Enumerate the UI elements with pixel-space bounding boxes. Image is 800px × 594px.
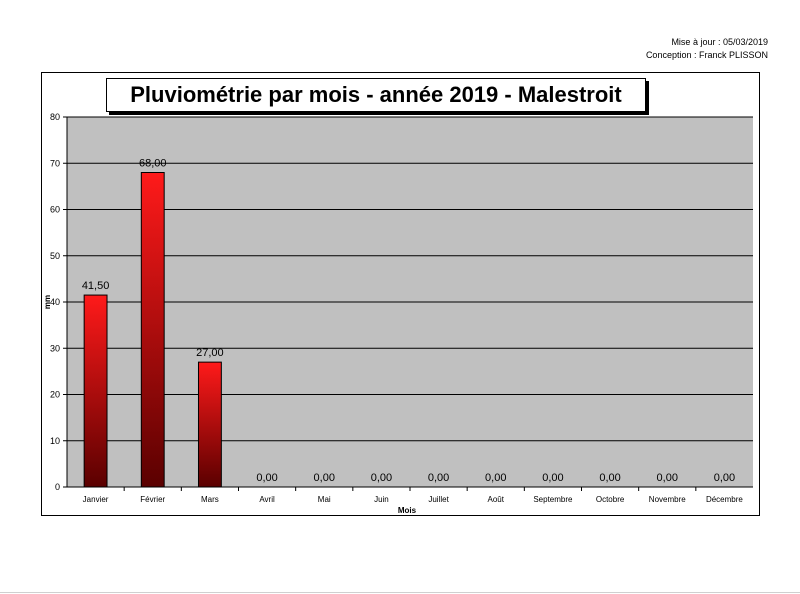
chart-title-text: Pluviométrie par mois - année 2019 - Mal…	[130, 82, 622, 107]
y-tick-label: 20	[50, 390, 60, 400]
page-divider	[0, 592, 800, 593]
x-tick-label: Juillet	[428, 495, 449, 504]
x-tick-label: Juin	[374, 495, 389, 504]
update-date: Mise à jour : 05/03/2019	[671, 37, 768, 47]
y-tick-label: 30	[50, 343, 60, 353]
x-tick-label: Mars	[201, 495, 219, 504]
value-label: 0,00	[714, 472, 735, 484]
value-label: 0,00	[657, 472, 678, 484]
y-tick-label: 10	[50, 436, 60, 446]
value-labels: 41,50 68,00 27,00 0,00 0,00 0,00 0,00 0,00 0,00 0…	[82, 158, 735, 485]
x-tick-label: Novembre	[649, 495, 686, 504]
y-tick-label: 70	[50, 158, 60, 168]
y-tick-label: 50	[50, 251, 60, 261]
x-tick-label: Mai	[318, 495, 331, 504]
x-tick-label: Janvier	[83, 495, 109, 504]
x-tick-label: Février	[140, 495, 165, 504]
y-tick-label: 80	[50, 112, 60, 122]
author-credit: Conception : Franck PLISSON	[645, 50, 768, 60]
value-label: 0,00	[485, 472, 506, 484]
value-label: 0,00	[599, 472, 620, 484]
y-tick-label: 0	[55, 482, 60, 492]
y-axis-label: mm	[43, 295, 52, 309]
value-label: 41,50	[82, 280, 110, 292]
meta-info: Mise à jour : 05/03/2019 Conception : Fr…	[646, 36, 768, 62]
value-label: 0,00	[542, 472, 563, 484]
x-tick-label: Août	[488, 495, 505, 504]
x-axis-label: Mois	[398, 506, 417, 515]
value-label: 27,00	[196, 347, 224, 359]
x-tick-label: Décembre	[706, 495, 743, 504]
value-label: 68,00	[139, 158, 167, 170]
bar-2	[140, 172, 165, 488]
x-tick-label: Avril	[259, 495, 275, 504]
y-tick-label: 60	[50, 205, 60, 215]
value-label: 0,00	[256, 472, 277, 484]
chart-title: Pluviométrie par mois - année 2019 - Mal…	[106, 78, 646, 112]
bar-1	[83, 294, 108, 488]
grid-lines	[67, 116, 753, 442]
y-tick-labels: 0 10 20 30 40 50 60 70 80	[50, 112, 67, 492]
x-tick-labels: Janvier Février Mars Avril Mai Juin Juillet Aoû…	[83, 487, 743, 504]
y-tick-label: 40	[50, 297, 60, 307]
value-label: 0,00	[371, 472, 392, 484]
x-tick-label: Octobre	[596, 495, 625, 504]
value-label: 0,00	[314, 472, 335, 484]
value-label: 0,00	[428, 472, 449, 484]
bar-3	[197, 361, 222, 488]
x-tick-label: Septembre	[533, 495, 573, 504]
